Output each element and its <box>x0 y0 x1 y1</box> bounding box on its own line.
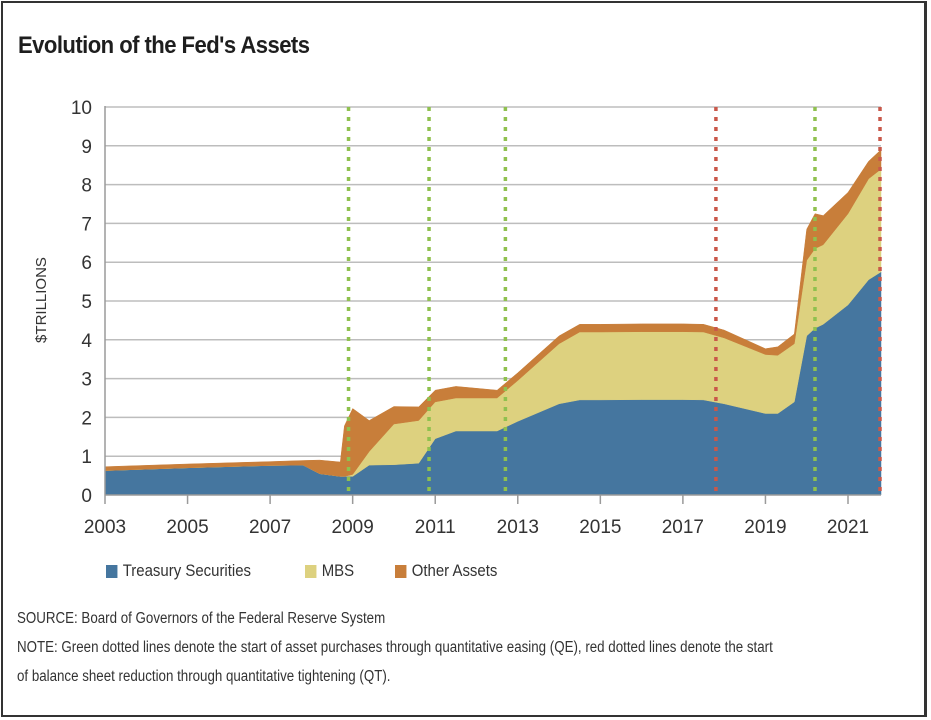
legend-label-treasury: Treasury Securities <box>122 561 252 580</box>
note-text-line2: of balance sheet reduction through quant… <box>17 668 391 685</box>
x-tick-label: 2007 <box>249 517 291 538</box>
y-tick-label: 9 <box>81 137 92 158</box>
legend-item-treasury: Treasury Securities <box>106 561 251 581</box>
x-tick-label: 2009 <box>332 517 374 538</box>
y-tick-label: 7 <box>81 214 92 235</box>
y-tick-label: 4 <box>81 331 92 352</box>
legend-item-other: Other Assets <box>394 561 498 581</box>
legend-swatch-other <box>394 564 407 578</box>
chart-title: Evolution of the Fed's Assets <box>18 32 310 59</box>
legend-label-other: Other Assets <box>411 561 498 580</box>
y-tick-label: 8 <box>81 176 92 197</box>
legend-item-mbs: MBS <box>304 561 354 581</box>
y-tick-label: 3 <box>81 370 92 391</box>
x-tick-label: 2011 <box>415 517 456 538</box>
x-tick-label: 2013 <box>497 517 539 538</box>
notes: SOURCE: Board of Governors of the Federa… <box>17 604 773 691</box>
x-tick-label: 2019 <box>744 517 786 538</box>
y-tick-label: 10 <box>71 98 92 119</box>
x-tick-label: 2005 <box>166 517 208 538</box>
note-text-line1: NOTE: Green dotted lines denote the star… <box>17 639 773 656</box>
source-text: SOURCE: Board of Governors of the Federa… <box>17 610 386 627</box>
y-tick-label: 5 <box>81 292 92 313</box>
x-tick-label: 2017 <box>662 517 704 538</box>
y-axis-title: $TRILLIONS <box>33 257 50 343</box>
legend-swatch-treasury <box>106 564 118 578</box>
x-tick-label: 2015 <box>579 517 621 538</box>
y-tick-label: 2 <box>81 408 92 429</box>
y-tick-label: 0 <box>81 486 92 507</box>
y-tick-label: 1 <box>81 447 92 468</box>
x-tick-label: 2003 <box>84 517 126 538</box>
legend: Treasury Securities MBS Other Assets <box>106 561 545 581</box>
x-tick-label: 2021 <box>827 517 869 538</box>
legend-swatch-mbs <box>304 564 317 578</box>
y-tick-label: 6 <box>81 253 92 274</box>
legend-label-mbs: MBS <box>321 561 354 580</box>
